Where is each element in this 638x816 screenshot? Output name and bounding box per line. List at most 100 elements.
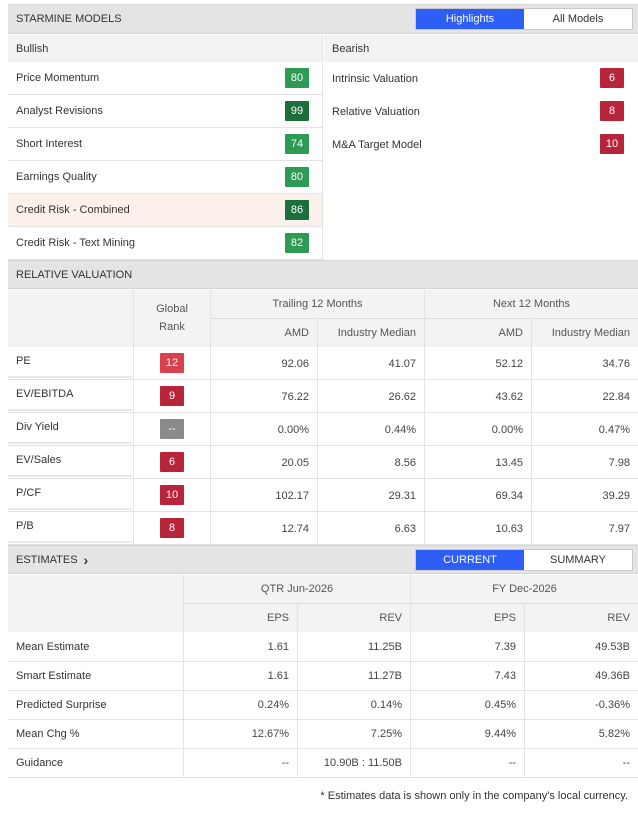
score-badge: 86: [285, 200, 309, 220]
starmine-toggle: Highlights All Models: [415, 8, 633, 30]
tab-current[interactable]: CURRENT: [416, 550, 524, 570]
value-cell: 11.27B: [367, 669, 402, 682]
tab-all-models[interactable]: All Models: [552, 13, 604, 25]
estimate-label: Predicted Surprise: [16, 698, 107, 711]
rank-badge: 8: [160, 518, 184, 538]
bearish-model-row[interactable]: Intrinsic Valuation: [324, 62, 638, 95]
value-cell: 8.56: [394, 456, 416, 469]
bullish-label: Bullish: [16, 42, 49, 55]
estimate-label: Mean Chg %: [16, 727, 80, 740]
tab-summary[interactable]: SUMMARY: [549, 554, 607, 566]
rank-badge: 12: [160, 353, 184, 373]
value-cell: 13.45: [495, 456, 523, 469]
estimates-footnote: * Estimates data is shown only in the co…: [320, 790, 628, 802]
qtr-header: QTR Jun-2026: [260, 583, 334, 595]
value-cell: 26.62: [388, 390, 416, 403]
metric-label: Div Yield: [16, 421, 59, 433]
es-subheader-line: [184, 603, 638, 604]
value-cell: 7.97: [608, 522, 630, 535]
value-cell: 76.22: [281, 390, 309, 403]
bullish-model-row[interactable]: Credit Risk - Combined: [8, 194, 322, 227]
rv-vline-2: [210, 290, 211, 545]
row-divider: [8, 412, 638, 413]
value-cell: 49.36B: [595, 669, 630, 682]
model-label: Short Interest: [16, 138, 83, 150]
value-cell: 43.62: [495, 390, 523, 403]
value-cell: 49.53B: [595, 640, 630, 653]
metric-label: EV/Sales: [16, 454, 62, 466]
next-12-months-header: Next 12 Months: [492, 298, 571, 310]
label-underline: [8, 442, 132, 444]
score-badge: 80: [285, 167, 309, 187]
score-badge: 80: [285, 68, 309, 88]
value-cell: 41.07: [388, 357, 416, 370]
relative-valuation-title: RELATIVE VALUATION: [16, 268, 133, 281]
bullish-model-row[interactable]: Price Momentum: [8, 62, 322, 95]
bullish-model-row[interactable]: Short Interest: [8, 128, 322, 161]
rv-vline-3: [317, 318, 318, 545]
bullish-model-row[interactable]: Analyst Revisions: [8, 95, 322, 128]
value-cell: --: [508, 756, 516, 769]
qtr-eps-header: EPS: [266, 611, 289, 624]
label-underline: [8, 541, 132, 543]
qtr-rev-header: REV: [379, 611, 402, 624]
chevron-right-icon[interactable]: ›: [83, 551, 89, 568]
score-badge: 6: [600, 68, 624, 88]
row-divider: [8, 544, 638, 545]
value-cell: 11.25B: [367, 640, 402, 653]
value-cell: 7.39: [494, 640, 516, 653]
value-cell: 7.43: [494, 669, 516, 682]
model-label: Credit Risk - Text Mining: [16, 237, 135, 249]
bullish-model-row[interactable]: Credit Risk - Text Mining: [8, 227, 322, 260]
starmine-title: STARMINE MODELS: [16, 13, 122, 25]
bullish-model-row[interactable]: Earnings Quality: [8, 161, 322, 194]
label-underline: [8, 409, 132, 411]
fy-eps-header: EPS: [493, 611, 516, 624]
es-vline-1: [183, 575, 184, 778]
value-cell: 39.29: [602, 489, 630, 502]
model-label: Relative Valuation: [332, 105, 420, 118]
row-divider: [8, 719, 638, 720]
bullish-subheader: [8, 35, 322, 62]
value-cell: 12.67%: [251, 727, 289, 740]
es-vline-3: [410, 575, 411, 778]
metric-label: P/CF: [16, 487, 42, 499]
estimates-toggle: CURRENT SUMMARY: [415, 549, 633, 571]
score-badge: 74: [285, 134, 309, 154]
estimate-label: Mean Estimate: [16, 640, 90, 653]
metric-label: EV/EBITDA: [16, 388, 74, 400]
value-cell: 6.63: [394, 522, 416, 535]
trailing-median-header: Industry Median: [337, 326, 416, 339]
rank-badge: 6: [160, 452, 184, 472]
estimates-title[interactable]: ESTIMATES: [16, 553, 78, 566]
value-cell: 0.24%: [257, 698, 289, 711]
value-cell: 0.00%: [491, 423, 523, 436]
value-cell: 0.00%: [277, 423, 309, 436]
model-label: Credit Risk - Combined: [16, 204, 130, 216]
bearish-label: Bearish: [332, 42, 370, 55]
rv-vline-4: [424, 290, 425, 545]
row-divider: [8, 748, 638, 749]
value-cell: -0.36%: [595, 698, 630, 711]
value-cell: 0.45%: [484, 698, 516, 711]
score-badge: 82: [285, 233, 309, 253]
bearish-subheader: [324, 35, 638, 62]
value-cell: --: [281, 756, 289, 769]
tab-highlights[interactable]: Highlights: [416, 9, 524, 29]
estimate-label: Smart Estimate: [16, 669, 92, 682]
bearish-model-row[interactable]: Relative Valuation: [324, 95, 638, 128]
rank-badge: 9: [160, 386, 184, 406]
model-label: Analyst Revisions: [16, 105, 103, 117]
trailing-amd-header: AMD: [284, 326, 309, 339]
next-median-header: Industry Median: [551, 326, 630, 339]
score-badge: 10: [600, 134, 624, 154]
row-divider: [8, 379, 638, 380]
value-cell: 10.90B : 11.50B: [323, 756, 402, 769]
trailing-12-months-header: Trailing 12 Months: [272, 298, 363, 310]
fy-header: FY Dec-2026: [492, 583, 557, 595]
model-label: M&A Target Model: [332, 138, 422, 151]
value-cell: 29.31: [388, 489, 416, 502]
value-cell: 0.14%: [370, 698, 402, 711]
value-cell: --: [622, 756, 630, 769]
bearish-model-row[interactable]: M&A Target Model: [324, 128, 638, 161]
